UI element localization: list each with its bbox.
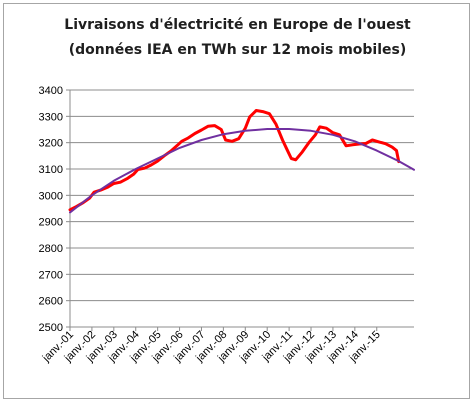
series-line-data — [68, 109, 401, 212]
axes — [66, 89, 414, 331]
chart-title: Livraisons d'électricité en Europe de l'… — [64, 17, 411, 33]
series-lines — [68, 109, 415, 214]
y-tick-label: 3400 — [39, 85, 63, 97]
chart-subtitle: (données IEA en TWh sur 12 mois mobiles) — [68, 42, 407, 58]
y-tick-label: 2700 — [39, 269, 63, 281]
y-tick-label: 2800 — [39, 243, 63, 255]
y-tick-label: 2600 — [39, 296, 63, 308]
y-tick-label: 2500 — [39, 322, 63, 334]
y-tick-label: 3100 — [39, 164, 63, 176]
y-tick-label: 3300 — [39, 111, 63, 123]
grid-lines — [70, 89, 414, 302]
y-tick-label: 3000 — [39, 190, 63, 202]
y-tick-label: 2900 — [39, 217, 63, 229]
y-tick-labels: 2500 2600 2700 2800 2900 3000 3100 3200 3300 3400 — [39, 85, 63, 334]
chart-frame — [3, 3, 470, 399]
x-tick-labels: janv.-01janv.-02janv.-03janv.-04janv.-05… — [40, 329, 383, 365]
y-tick-label: 3200 — [39, 138, 63, 150]
series-line-trend — [69, 128, 415, 214]
